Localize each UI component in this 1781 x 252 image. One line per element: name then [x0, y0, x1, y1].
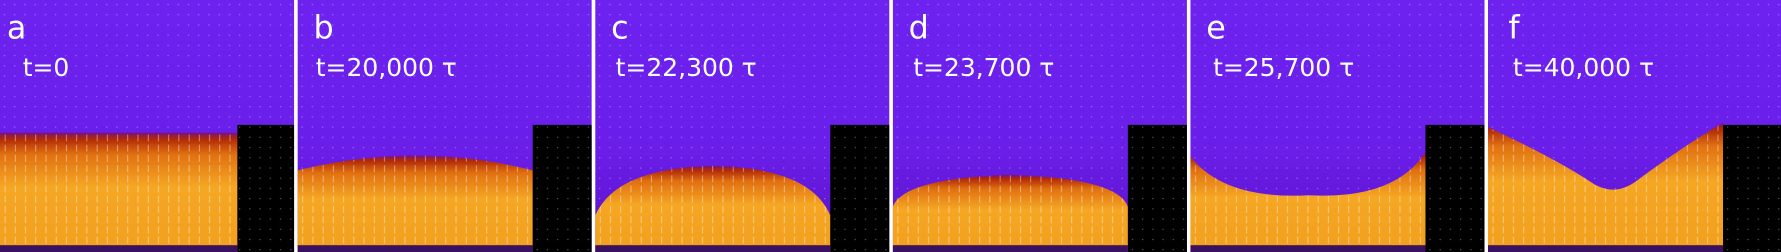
- panel: a t=0: [0, 0, 295, 252]
- time-label: t=0: [23, 53, 70, 82]
- panel: d t=23,700 τ: [892, 0, 1187, 252]
- panel-label: a: [7, 10, 26, 47]
- time-label: t=40,000 τ: [1513, 53, 1654, 82]
- panel-label: e: [1206, 10, 1226, 47]
- time-label: t=25,700 τ: [1213, 53, 1354, 82]
- panel: b t=20,000 τ: [297, 0, 592, 252]
- panel: c t=22,300 τ: [595, 0, 890, 252]
- panel-label: f: [1508, 10, 1520, 47]
- time-label: t=23,700 τ: [913, 53, 1054, 82]
- time-label: t=20,000 τ: [316, 53, 457, 82]
- panel: f t=40,000 τ: [1487, 0, 1781, 252]
- panel-label: d: [909, 10, 929, 47]
- panel: e t=25,700 τ: [1190, 0, 1485, 252]
- panel-label: b: [313, 10, 333, 47]
- panel-label: c: [611, 10, 628, 47]
- time-label: t=22,300 τ: [616, 53, 757, 82]
